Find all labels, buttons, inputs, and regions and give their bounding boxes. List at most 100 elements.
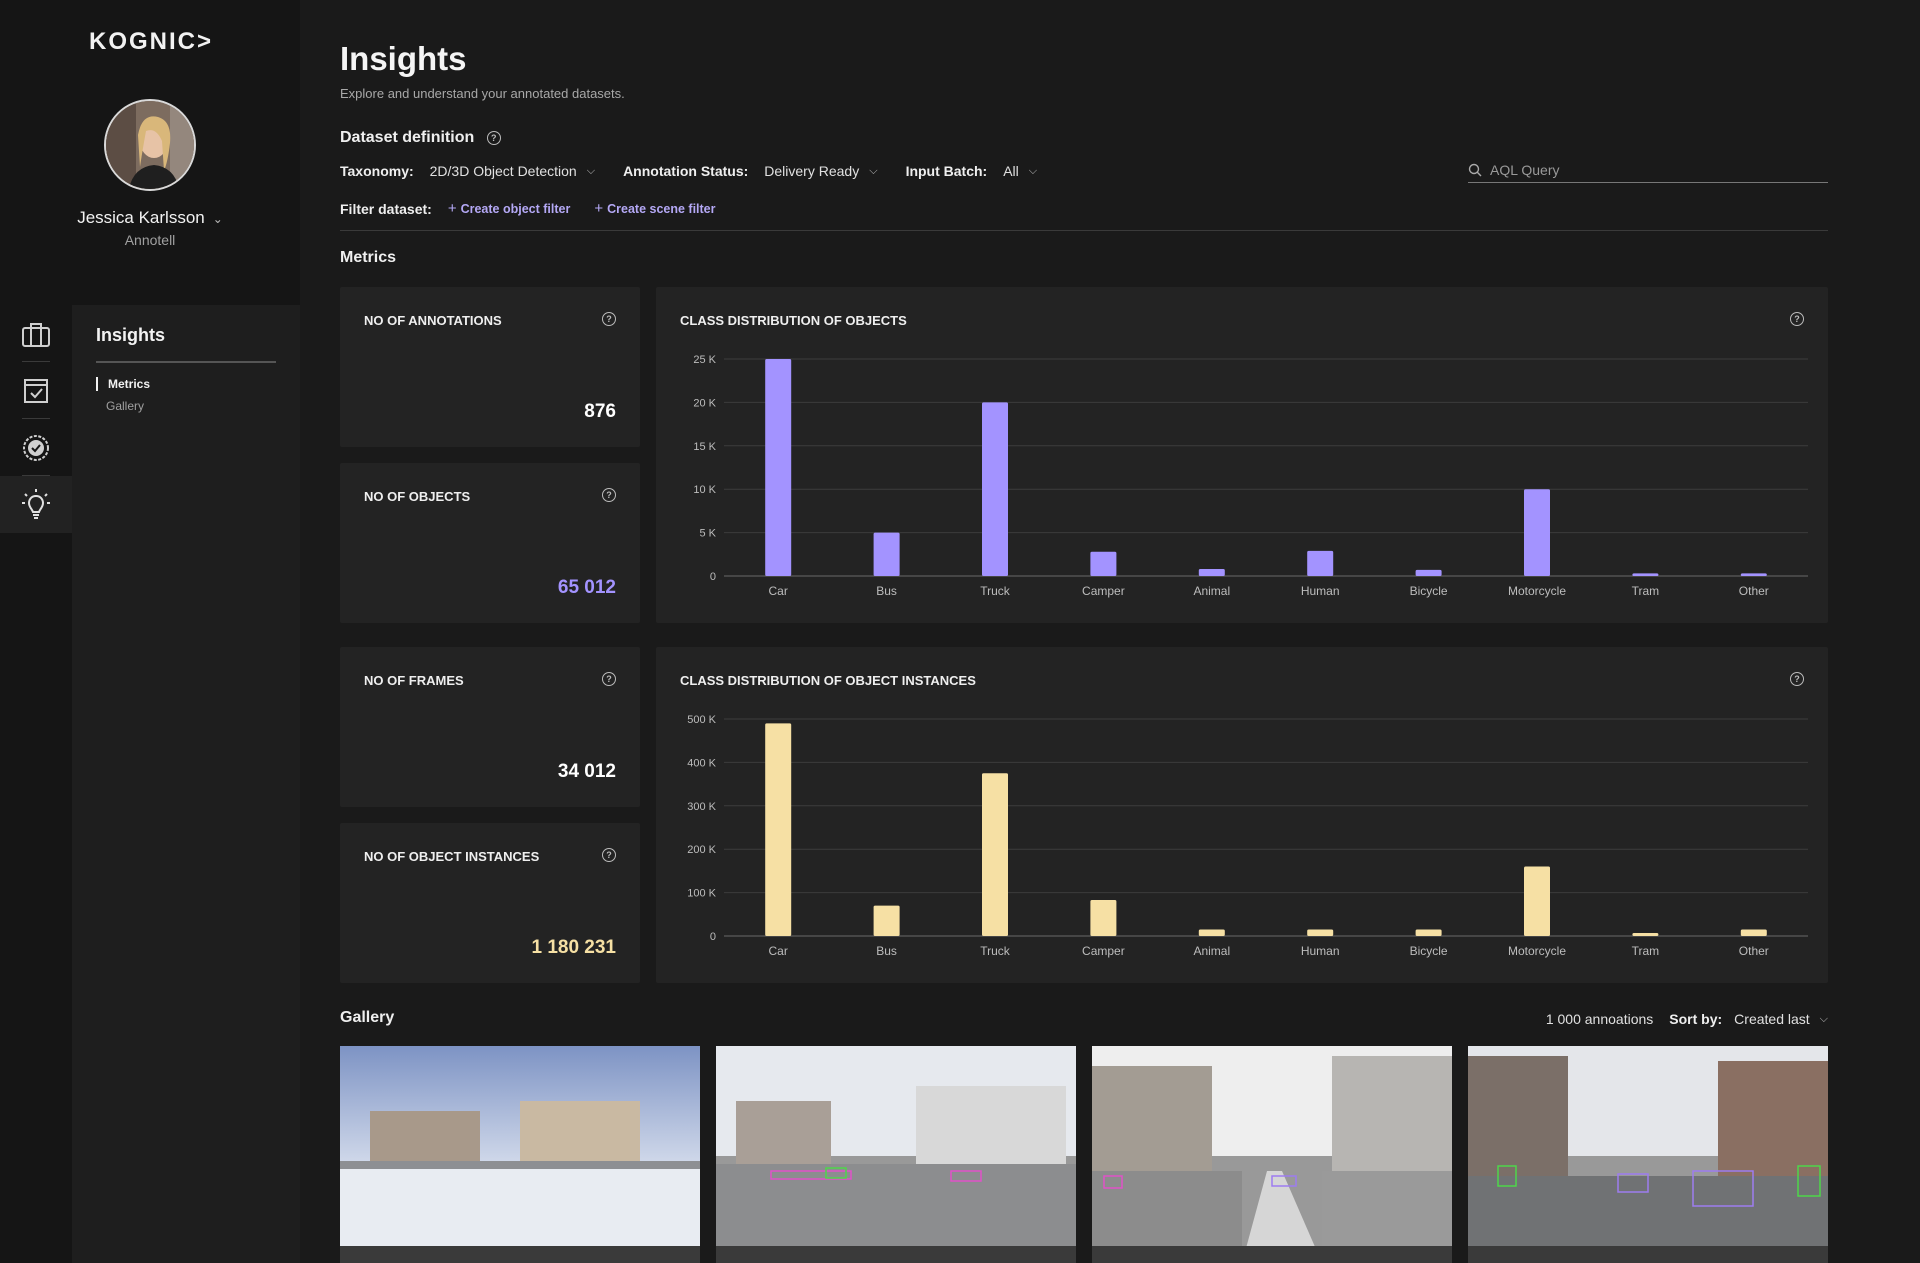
x-tick-label: Bicycle <box>1410 584 1448 598</box>
stat-value: 34 012 <box>557 761 616 782</box>
object-instances-bar-chart: 0 100 K 200 K 300 K 400 K 500 K Car Bus Truck Cam… <box>687 714 1808 958</box>
y-tick-label: 0 <box>710 931 716 943</box>
gallery-heading: Gallery <box>340 1009 395 1026</box>
bar-motorcycle[interactable] <box>1524 866 1550 936</box>
filter-dataset-label: Filter dataset: <box>340 200 432 217</box>
y-tick-label: 300 K <box>687 801 716 813</box>
x-tick-label: Truck <box>980 584 1011 598</box>
stat-card-object-instances: NO OF OBJECT INSTANCES ? 1 180 231 <box>340 823 640 983</box>
gallery-thumbnail[interactable] <box>716 1046 1076 1263</box>
chart-title: CLASS DISTRIBUTION OF OBJECT INSTANCES <box>680 673 976 688</box>
x-tick-label: Human <box>1301 944 1340 958</box>
gallery-thumbnail[interactable] <box>1468 1046 1828 1263</box>
subnav-divider <box>96 361 276 363</box>
aql-search[interactable] <box>1468 158 1828 183</box>
taxonomy-select[interactable]: 2D/3D Object Detection <box>429 163 577 179</box>
metrics-heading: Metrics <box>340 249 397 266</box>
task-check-icon <box>24 378 48 403</box>
avatar[interactable] <box>104 99 196 191</box>
chart-title: CLASS DISTRIBUTION OF OBJECTS <box>680 313 907 328</box>
y-tick-label: 400 K <box>687 757 716 769</box>
bar-motorcycle[interactable] <box>1524 489 1550 576</box>
help-icon[interactable]: ? <box>1790 672 1804 686</box>
bar-other[interactable] <box>1740 573 1767 576</box>
y-tick-label: 25 K <box>693 354 716 366</box>
aql-query-input[interactable] <box>1490 162 1810 178</box>
bar-bicycle[interactable] <box>1415 569 1442 576</box>
stat-value: 1 180 231 <box>531 937 616 958</box>
subnav-item-gallery[interactable]: Gallery <box>106 399 145 413</box>
help-icon[interactable]: ? <box>486 130 501 145</box>
x-tick-label: Tram <box>1632 944 1660 958</box>
x-tick-label: Camper <box>1082 944 1125 958</box>
stat-card-frames: NO OF FRAMES ? 34 012 <box>340 647 640 807</box>
bar-car[interactable] <box>765 723 792 936</box>
lightbulb-icon <box>22 488 50 519</box>
stat-title: NO OF OBJECT INSTANCES <box>364 849 540 864</box>
annotation-status-select[interactable]: Delivery Ready <box>764 163 860 179</box>
dataset-definition-heading: Dataset definition ? <box>340 129 501 147</box>
y-tick-label: 5 K <box>699 528 716 540</box>
bar-tram[interactable] <box>1632 932 1659 936</box>
input-batch-label: Input Batch: <box>905 163 988 179</box>
rail-item-review[interactable] <box>0 419 72 476</box>
help-icon[interactable]: ? <box>602 488 616 502</box>
bar-bicycle[interactable] <box>1415 929 1442 936</box>
x-tick-label: Motorcycle <box>1508 944 1566 958</box>
bar-tram[interactable] <box>1632 573 1659 576</box>
bar-animal[interactable] <box>1198 569 1225 576</box>
x-tick-label: Camper <box>1082 584 1125 598</box>
help-icon[interactable]: ? <box>602 672 616 686</box>
plus-icon: + <box>447 200 457 217</box>
bar-bus[interactable] <box>873 905 900 936</box>
kognic-logo: KOGNIC> <box>89 28 214 55</box>
y-tick-label: 20 K <box>693 397 716 409</box>
sub-navigation: Insights Metrics Gallery <box>72 305 300 1263</box>
help-icon[interactable]: ? <box>602 312 616 326</box>
rail-item-tasks[interactable] <box>0 362 72 419</box>
input-batch-select[interactable]: All <box>1003 163 1019 179</box>
chevron-down-icon[interactable]: ⌵ <box>586 164 596 177</box>
bar-bus[interactable] <box>873 532 900 576</box>
help-icon[interactable]: ? <box>602 848 616 862</box>
gallery-thumbnail[interactable] <box>1092 1046 1452 1263</box>
help-icon[interactable]: ? <box>1790 312 1804 326</box>
chevron-down-icon[interactable]: ⌵ <box>1028 164 1038 177</box>
bar-truck[interactable] <box>982 773 1008 936</box>
dataset-definition-label: Dataset definition <box>340 129 475 146</box>
stat-title: NO OF FRAMES <box>364 673 464 688</box>
y-tick-label: 100 K <box>687 888 716 900</box>
annotation-status-label: Annotation Status: <box>623 163 749 179</box>
briefcase-icon <box>22 322 50 347</box>
subnav-item-metrics[interactable]: Metrics <box>96 377 150 391</box>
bar-car[interactable] <box>765 359 792 576</box>
chevron-down-icon[interactable]: ⌵ <box>869 164 878 177</box>
bar-animal[interactable] <box>1198 929 1225 936</box>
stat-title: NO OF OBJECTS <box>364 489 471 504</box>
bar-human[interactable] <box>1307 550 1334 576</box>
badge-check-icon <box>23 434 49 461</box>
gallery-thumbnail[interactable] <box>340 1046 700 1263</box>
bar-camper[interactable] <box>1090 899 1117 936</box>
bar-truck[interactable] <box>982 402 1008 576</box>
x-tick-label: Bus <box>876 944 897 958</box>
bar-other[interactable] <box>1740 929 1767 936</box>
rail-item-insights[interactable] <box>0 476 72 533</box>
sort-select[interactable]: Created last <box>1734 1011 1810 1027</box>
y-tick-label: 15 K <box>693 441 716 453</box>
create-scene-filter-button[interactable]: + Create scene filter <box>594 200 715 217</box>
sort-label: Sort by: <box>1669 1011 1723 1027</box>
bar-human[interactable] <box>1307 929 1334 936</box>
x-tick-label: Car <box>769 584 788 598</box>
bar-camper[interactable] <box>1090 551 1117 576</box>
chart-card-object-instances: CLASS DISTRIBUTION OF OBJECT INSTANCES ?… <box>656 647 1828 983</box>
create-object-filter-button[interactable]: + Create object filter <box>448 200 571 217</box>
create-object-filter-label: Create object filter <box>460 201 571 216</box>
x-tick-label: Tram <box>1632 584 1660 598</box>
chevron-down-icon[interactable]: ⌵ <box>1819 1012 1828 1025</box>
page-subtitle: Explore and understand your annotated da… <box>340 86 625 101</box>
dataset-selectors: Taxonomy: 2D/3D Object Detection ⌵ Annot… <box>340 163 1065 179</box>
user-menu[interactable]: Jessica Karlsson ⌄ <box>0 208 300 228</box>
rail-item-briefcase[interactable] <box>0 305 72 362</box>
user-name: Jessica Karlsson <box>77 208 205 227</box>
